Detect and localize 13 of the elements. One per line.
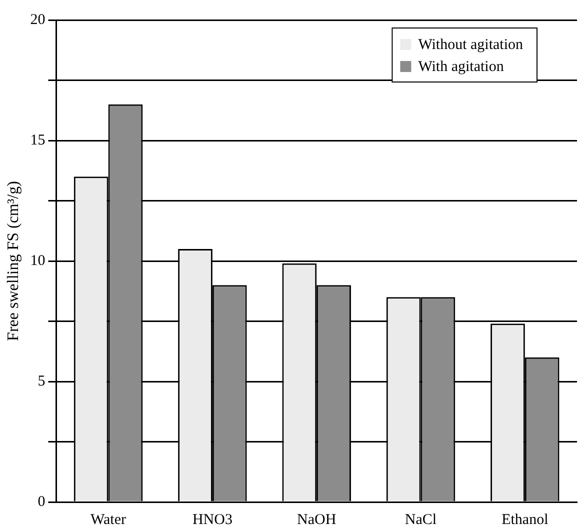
- y-axis-title: Free swelling FS (cm³/g): [4, 181, 22, 341]
- x-tick-label: Water: [90, 512, 126, 528]
- y-tick-label: 20: [30, 12, 46, 28]
- x-tick-label: NaCl: [404, 512, 437, 528]
- legend-label: With agitation: [418, 58, 504, 75]
- legend-label: Without agitation: [418, 36, 524, 53]
- y-tick-label: 0: [38, 494, 46, 510]
- x-tick-label: Ethanol: [502, 512, 548, 528]
- y-tick-label: 15: [30, 132, 46, 148]
- y-tick-label: 5: [38, 373, 46, 390]
- x-tick-label: HNO3: [192, 512, 232, 528]
- x-tick-label: NaOH: [297, 512, 336, 528]
- y-tick-label: 10: [30, 252, 46, 269]
